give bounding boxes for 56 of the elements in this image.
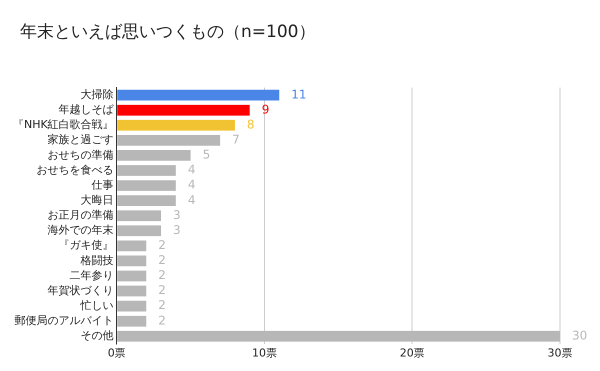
- y-tick-label: 海外での年末: [48, 224, 114, 237]
- y-tick-label: 大掃除: [80, 88, 114, 101]
- data-label: 2: [158, 238, 166, 252]
- y-tick-label: お正月の準備: [48, 208, 114, 222]
- bar: [117, 150, 191, 161]
- y-tick-label: 郵便局のアルバイト: [14, 314, 114, 328]
- data-label: 3: [173, 208, 181, 222]
- chart-title: 年末といえば思いつくもの（n=100）: [20, 21, 316, 43]
- bar: [117, 120, 235, 131]
- y-tick-label: その他: [80, 329, 114, 342]
- y-tick-label: 忙しい: [80, 298, 114, 312]
- y-tick-label: 年賀状づくり: [48, 284, 114, 297]
- x-tick-label: 30票: [548, 346, 572, 360]
- y-tick-label: 年越しそば: [58, 103, 115, 116]
- bar: [117, 195, 176, 206]
- data-label: 4: [188, 162, 196, 177]
- data-label: 2: [158, 283, 166, 298]
- bar: [117, 210, 162, 222]
- bar: [117, 270, 146, 282]
- bar: [117, 104, 250, 116]
- y-tick-label: 格闘技: [80, 254, 114, 267]
- x-tick-label: 10票: [252, 346, 277, 360]
- bar: [117, 165, 176, 176]
- data-label: 7: [232, 132, 240, 146]
- bar: [117, 286, 146, 296]
- data-label: 9: [262, 102, 270, 116]
- x-tick-label: 0票: [108, 346, 126, 360]
- y-tick-label: 『NHK紅白歌合戦』: [12, 118, 114, 132]
- data-label: 11: [291, 87, 307, 102]
- data-label: 2: [158, 313, 166, 328]
- data-label: 30: [572, 328, 588, 342]
- y-tick-label: おせちの準備: [48, 148, 114, 162]
- data-label: 8: [246, 117, 255, 132]
- bar: [117, 240, 146, 252]
- bar: [117, 180, 176, 191]
- y-tick-label: おせちを食べる: [36, 163, 114, 176]
- data-label: 4: [188, 178, 196, 192]
- data-label: 2: [158, 268, 166, 282]
- y-tick-label: 『ガキ使』: [58, 238, 114, 252]
- bar: [117, 300, 146, 312]
- data-label: 4: [188, 192, 196, 207]
- bar: [117, 90, 280, 101]
- bar: [117, 134, 220, 146]
- y-tick-label: 家族と過ごす: [48, 133, 114, 146]
- y-tick-label: 仕事: [92, 178, 114, 192]
- y-tick-label: 二年参り: [70, 268, 114, 282]
- bar: [117, 256, 146, 266]
- data-label: 5: [202, 148, 210, 162]
- data-label: 3: [173, 222, 181, 237]
- bar: [117, 316, 146, 327]
- x-tick-label: 20票: [400, 346, 425, 360]
- bar: [117, 330, 560, 342]
- data-label: 2: [158, 253, 166, 268]
- data-label: 2: [158, 298, 166, 312]
- y-tick-label: 大晦日: [80, 193, 114, 206]
- bar: [117, 225, 162, 236]
